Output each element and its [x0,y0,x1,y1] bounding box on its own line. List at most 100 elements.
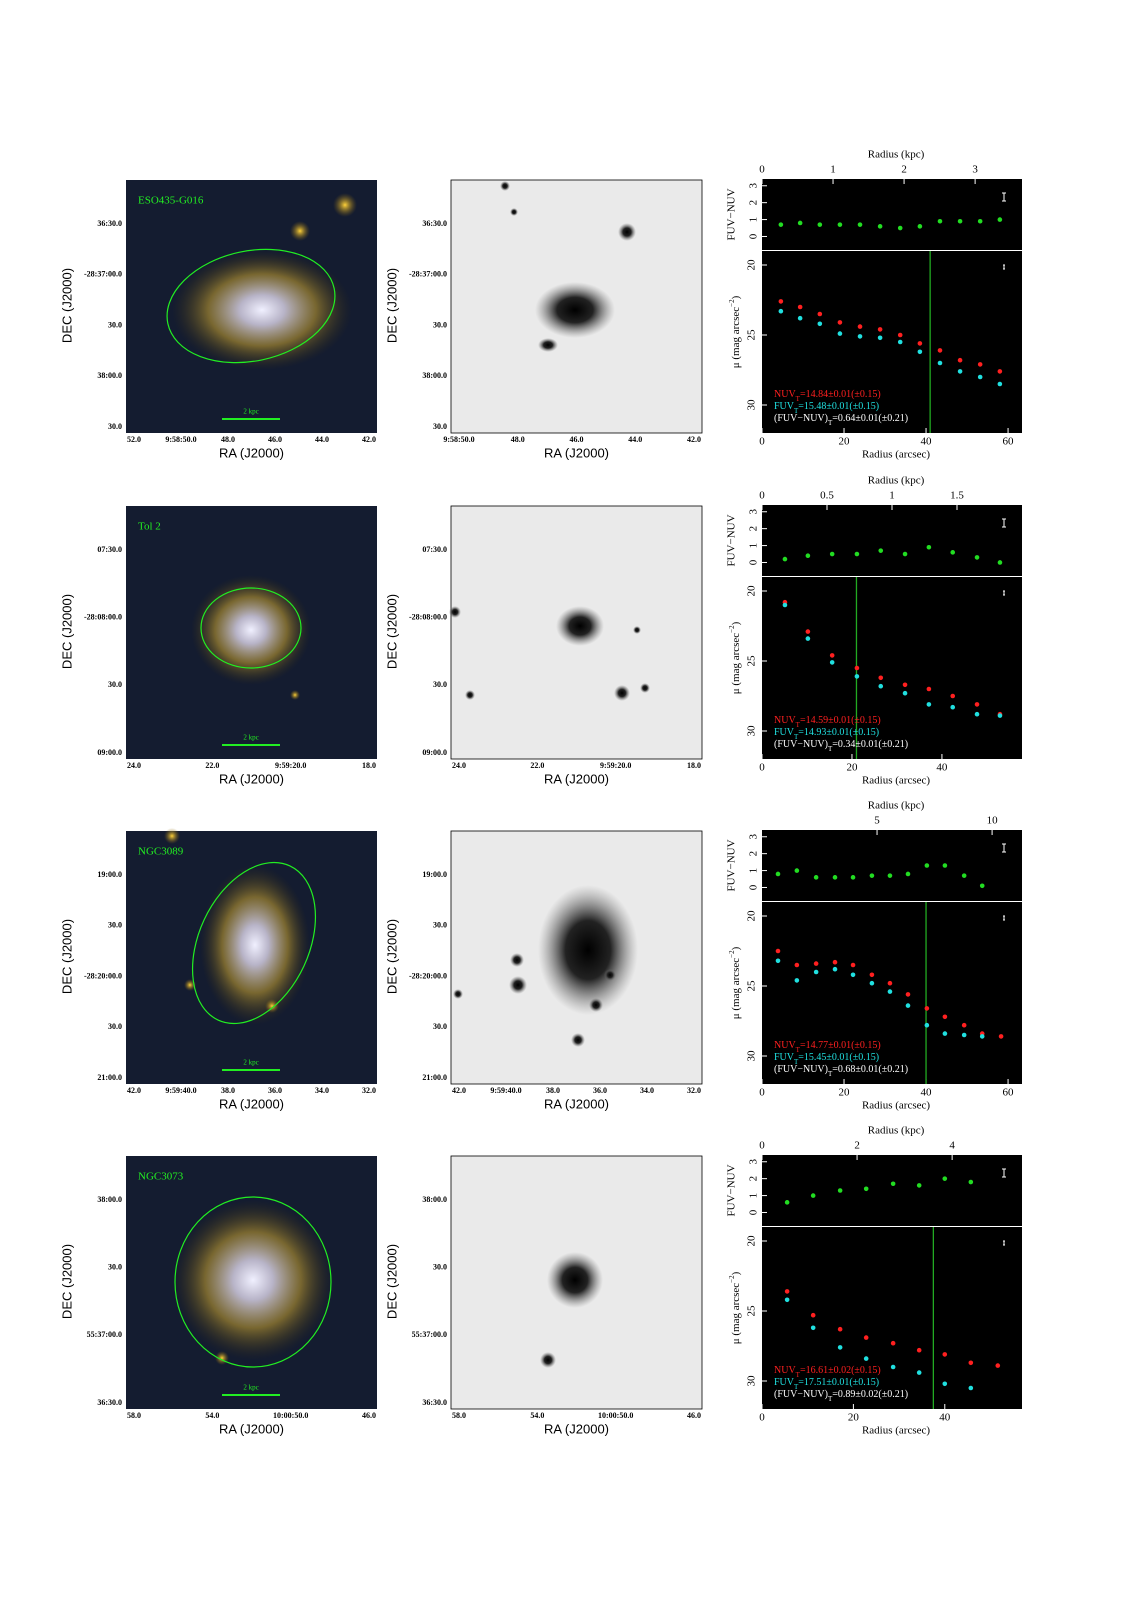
nuv-point [942,1014,948,1020]
source [538,338,558,352]
color-point [850,875,856,880]
magnitude-value: =14.84±0.01(±0.15) [800,389,881,400]
nuv-point [905,992,911,997]
dec-axis-label: DEC (J2000) [384,594,399,669]
dec-axis-label: DEC (J2000) [384,1244,399,1319]
color-point [897,225,903,231]
dec-axis-label: DEC (J2000) [59,919,74,994]
kpc-tick-label: 3 [972,164,978,176]
band-subscript: T [796,1371,801,1379]
total-magnitude: (FUV−NUV)T=0.68±0.01(±0.21) [774,1064,908,1077]
dec-tick-label: 30.0 [108,1022,122,1031]
mu-y-tick-label: 25 [746,329,758,341]
nuv-point [794,962,800,968]
nuv-point [778,299,784,304]
color-point [942,1176,948,1181]
total-magnitude: FUVT=15.48±0.01(±0.15) [774,401,879,414]
fuv-point [837,1345,843,1350]
ra-tick-label: 52.0 [127,435,141,444]
color-panel [762,179,1022,250]
source [556,606,604,646]
total-magnitude: FUVT=17.51±0.01(±0.15) [774,1377,879,1390]
ra-tick-label: 22.0 [205,761,219,770]
x-tick-label: 0 [759,762,765,774]
fuv-point [979,1034,985,1039]
x-tick-label: 20 [839,436,851,448]
nuv-point [902,682,908,688]
nuv-point [877,327,883,332]
color-y-tick-label: 3 [748,1159,760,1165]
kpc-tick-label: 1.5 [950,490,964,502]
color-point [937,218,943,224]
scale-bar-label: 2 kpc [243,1384,258,1392]
source [589,998,603,1012]
color-point [890,1181,896,1187]
dec-axis-label: DEC (J2000) [59,1244,74,1319]
ra-tick-label: 44.0 [628,435,642,444]
ra-tick-label: 42.0 [452,1086,466,1095]
error-sample [1003,1240,1005,1246]
nuv-point [917,341,923,346]
nuv-point [942,1352,948,1357]
band-subscript: T [794,733,799,741]
nuv-point [850,962,856,968]
fuv-point [810,1325,816,1331]
dec-tick-label: 55:37:00.0 [87,1330,122,1339]
color-point [775,871,781,877]
ra-tick-label: 46.0 [362,1411,376,1420]
fuv-point [961,1032,967,1038]
dec-tick-label: 19:00.0 [422,870,447,879]
x-tick-label: 40 [921,436,933,448]
fuv-point [897,339,903,345]
band-subscript: T [828,419,833,427]
nuv-point [869,972,875,978]
nuv-point [887,980,893,986]
x-tick-label: 60 [1003,436,1015,448]
color-point [917,224,923,229]
x-tick-label: 20 [848,1412,860,1424]
dec-tick-label: 30.0 [108,680,122,689]
band-subscript: T [828,745,833,753]
band-subscript: T [794,1058,799,1066]
ra-tick-label: 34.0 [640,1086,654,1095]
dec-tick-label: 09:00.0 [422,748,447,757]
mu-y-tick-label: 30 [746,399,758,411]
fuv-point [857,334,863,339]
color-point [924,863,930,868]
color-point [957,218,963,224]
color-y-tick-label: 0 [748,559,760,565]
dec-tick-label: 36:30.0 [422,219,447,228]
source [510,953,524,967]
magnitude-value: =15.48±0.01(±0.15) [798,401,879,412]
ra-tick-label: 32.0 [362,1086,376,1095]
ra-axis-label: RA (J2000) [544,445,609,460]
ra-tick-label: 9:59:40.0 [490,1086,521,1095]
source [633,626,641,634]
x-axis-label: Radius (arcsec) [862,1425,930,1437]
fuv-point [968,1385,974,1391]
color-point [977,218,983,224]
dec-tick-label: -28:08:00.0 [409,612,447,621]
mu-panel [762,902,1022,1084]
mu-label-end: ) [730,621,742,625]
fuv-point [877,335,883,341]
color-point [784,1200,790,1205]
fuv-point [902,690,908,696]
dec-tick-label: -28:20:00.0 [84,971,122,980]
dec-tick-label: 30.0 [433,680,447,689]
x-tick-label: 20 [846,762,858,774]
color-y-tick-label: 3 [748,183,760,189]
fuv-point [887,989,893,994]
scale-bar-label: 2 kpc [243,1059,258,1067]
ra-tick-label: 48.0 [511,435,525,444]
x-axis-label: Radius (arcsec) [862,1100,930,1112]
nuv-point [968,1360,974,1366]
dec-tick-label: 30.0 [433,1022,447,1031]
galaxy-name: ESO435-G016 [138,195,204,207]
galaxy-name: NGC3089 [138,846,184,858]
magnitude-value: =15.45±0.01(±0.15) [798,1052,879,1063]
color-point [863,1186,869,1192]
source [640,683,650,693]
nuv-point [810,1312,816,1318]
mu-label-end: ) [730,295,742,299]
